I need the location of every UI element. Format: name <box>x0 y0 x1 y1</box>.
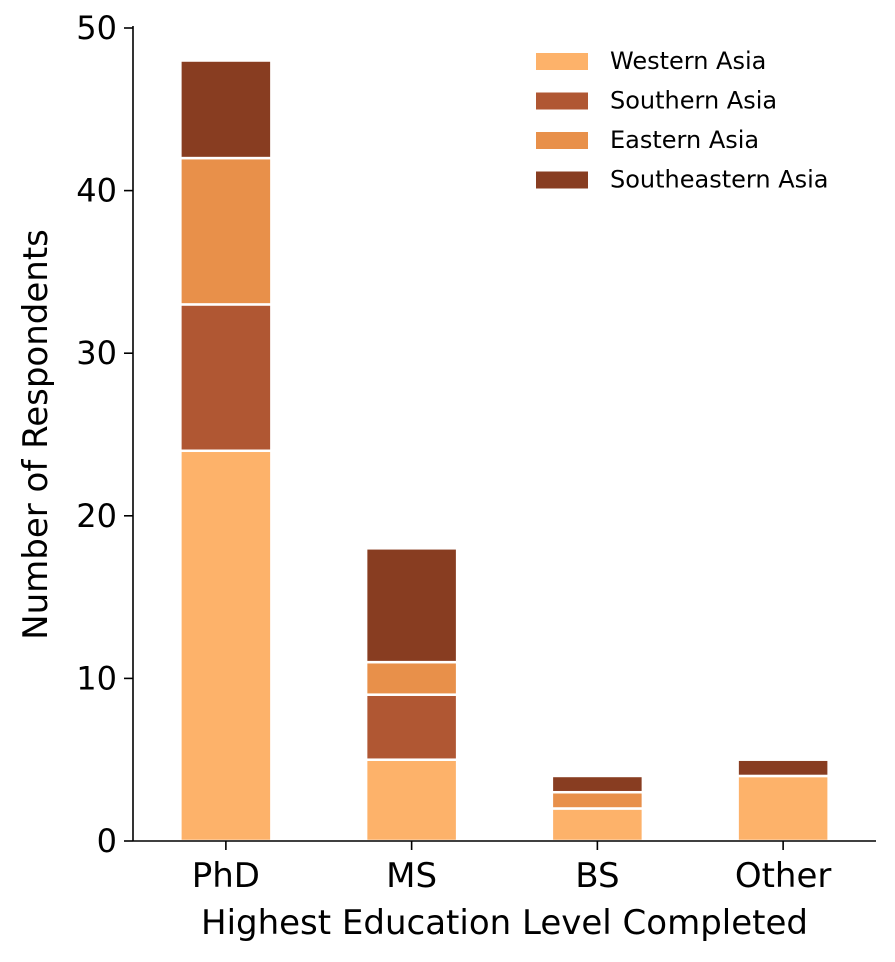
y-tick-label: 50 <box>76 9 117 47</box>
bar-bs-western-asia <box>550 807 645 843</box>
x-tick-label-bs: BS <box>575 856 619 896</box>
y-tick-label: 10 <box>76 659 117 697</box>
y-tick-label: 40 <box>76 172 117 210</box>
legend-swatch-eastern-asia <box>536 132 588 149</box>
y-tick-label: 0 <box>97 822 117 860</box>
legend-label-eastern-asia: Eastern Asia <box>610 126 759 154</box>
legend-swatch-southeastern-asia <box>536 171 588 189</box>
x-tick-label-phd: PhD <box>192 856 260 896</box>
bar-ms-southern-asia <box>364 693 459 761</box>
x-ticks-group: PhD MS BS Other <box>192 841 832 896</box>
y-tick-label: 20 <box>76 497 117 535</box>
bar-other-western-asia <box>736 774 830 843</box>
legend-swatch-southern-asia <box>536 92 588 110</box>
bar-ms-eastern-asia <box>364 660 459 696</box>
bar-other-southeastern-asia <box>736 758 830 778</box>
bar-phd-southeastern-asia <box>179 59 273 160</box>
bar-phd-western-asia <box>179 449 273 843</box>
bar-bs-eastern-asia <box>550 790 645 810</box>
legend-swatch-western-asia <box>536 53 588 70</box>
bar-phd-eastern-asia <box>179 156 273 306</box>
y-tick-label: 30 <box>76 334 117 372</box>
y-ticks-group: 0 10 20 30 40 50 <box>76 9 133 860</box>
x-tick-label-ms: MS <box>386 856 437 896</box>
x-axis-title: Highest Education Level Completed <box>201 903 808 943</box>
legend: Western Asia Southern Asia Eastern Asia Sou… <box>536 47 828 194</box>
y-axis-title: Number of Respondents <box>16 229 56 640</box>
bar-ms-western-asia <box>364 758 459 843</box>
x-tick-label-other: Other <box>735 856 832 896</box>
legend-label-southeastern-asia: Southeastern Asia <box>610 166 828 194</box>
legend-label-western-asia: Western Asia <box>610 47 766 75</box>
bar-phd-southern-asia <box>179 303 273 453</box>
bars-group <box>179 59 830 843</box>
legend-label-southern-asia: Southern Asia <box>610 87 777 115</box>
bar-ms-southeastern-asia <box>364 547 459 664</box>
bar-bs-southeastern-asia <box>550 774 645 794</box>
